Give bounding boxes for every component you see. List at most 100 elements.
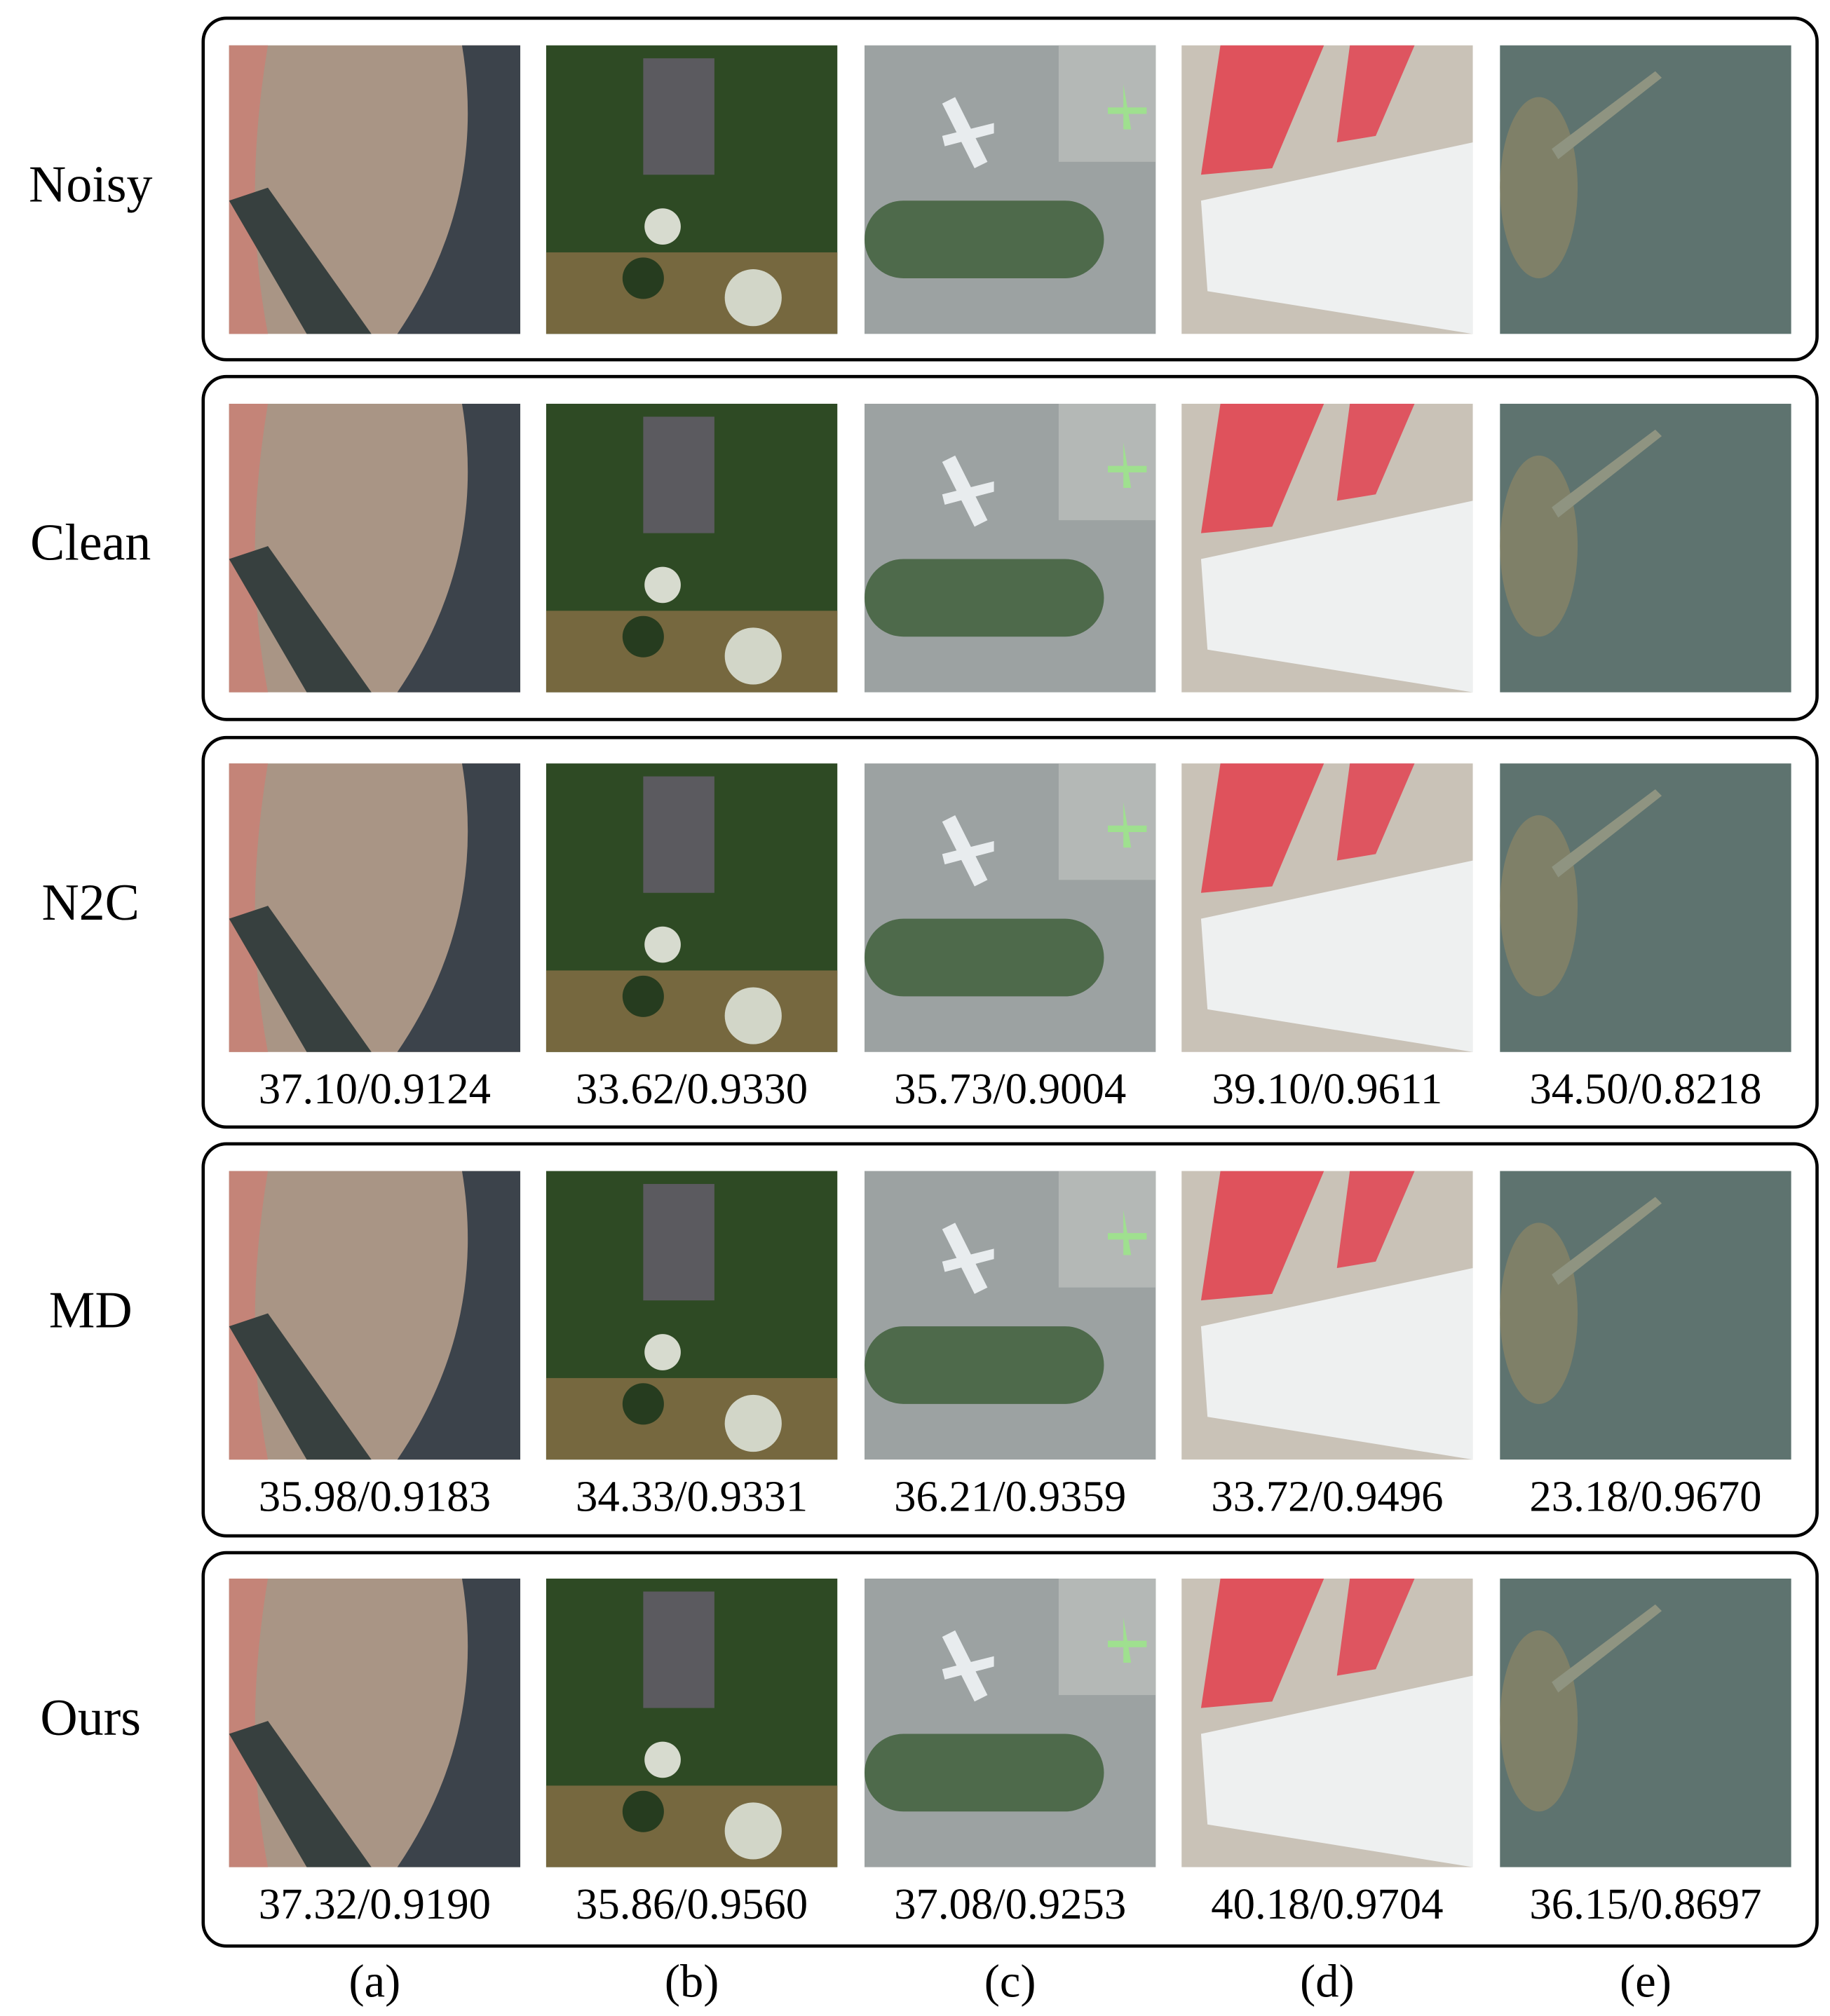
scene-plane bbox=[1108, 84, 1147, 130]
image-thumbnail bbox=[229, 1171, 521, 1460]
scene-tree bbox=[622, 1790, 664, 1832]
column-label: (e) bbox=[1620, 1956, 1672, 2008]
scene-bank bbox=[1552, 429, 1662, 518]
image-thumbnail bbox=[229, 45, 521, 334]
scene-road bbox=[229, 906, 372, 1052]
image-thumbnail bbox=[545, 45, 838, 334]
scene-grass bbox=[865, 918, 1104, 997]
image-thumbnail bbox=[229, 763, 521, 1052]
scene-shadow bbox=[397, 403, 521, 693]
scene-ground bbox=[545, 970, 838, 1052]
scene-patch bbox=[1500, 1222, 1578, 1404]
scene-road bbox=[229, 187, 372, 334]
scene-grass bbox=[865, 559, 1104, 637]
row-panel bbox=[201, 16, 1819, 362]
scene-patch bbox=[1500, 97, 1578, 278]
metric-label: 35.98/0.9183 bbox=[259, 1472, 491, 1521]
image-thumbnail bbox=[865, 45, 1156, 334]
scene-road bbox=[229, 1313, 372, 1460]
row-panel bbox=[201, 374, 1819, 721]
image-thumbnail bbox=[1181, 1579, 1473, 1867]
scene-house bbox=[643, 1184, 714, 1301]
scene-edge bbox=[229, 763, 269, 1052]
image-thumbnail bbox=[229, 403, 521, 693]
image-thumbnail bbox=[1181, 1171, 1473, 1460]
row-label: N2C bbox=[41, 873, 139, 931]
column-label: (a) bbox=[348, 1956, 400, 2008]
scene-ground bbox=[545, 252, 838, 334]
scene-roof bbox=[1200, 763, 1324, 893]
scene-plane bbox=[942, 97, 994, 169]
scene-roof bbox=[1336, 1579, 1415, 1676]
image-thumbnail bbox=[1500, 763, 1791, 1052]
scene-patch bbox=[1500, 815, 1578, 997]
row-panel bbox=[201, 1142, 1819, 1538]
scene-tree bbox=[724, 627, 782, 685]
scene-grass bbox=[865, 200, 1104, 278]
scene-building bbox=[1200, 860, 1473, 1052]
image-thumbnail bbox=[1500, 1579, 1791, 1867]
metric-label: 33.62/0.9330 bbox=[576, 1064, 808, 1113]
metric-label: 37.10/0.9124 bbox=[259, 1064, 491, 1113]
scene-roof bbox=[1200, 403, 1324, 533]
scene-plane bbox=[942, 1222, 994, 1294]
scene-roof bbox=[1336, 1171, 1415, 1269]
row-label: Noisy bbox=[29, 155, 152, 212]
scene-ground bbox=[545, 1785, 838, 1867]
image-thumbnail bbox=[865, 763, 1156, 1052]
column-label: (d) bbox=[1300, 1956, 1354, 2008]
scene-patch bbox=[1500, 455, 1578, 637]
row-label: Clean bbox=[30, 514, 151, 571]
scene-building bbox=[1200, 1268, 1473, 1460]
scene-bank bbox=[1552, 1197, 1662, 1286]
scene-shadow bbox=[397, 763, 521, 1052]
metric-label: 36.15/0.8697 bbox=[1529, 1879, 1761, 1928]
scene-roof bbox=[1336, 45, 1415, 143]
image-thumbnail bbox=[1181, 763, 1473, 1052]
scene-grass bbox=[865, 1326, 1104, 1404]
scene-bank bbox=[1552, 789, 1662, 878]
scene-plane bbox=[1108, 802, 1147, 848]
scene-building bbox=[1200, 142, 1473, 334]
metric-label: 34.50/0.8218 bbox=[1529, 1064, 1761, 1113]
image-thumbnail bbox=[1500, 1171, 1791, 1460]
scene-shadow bbox=[397, 1171, 521, 1460]
scene-house bbox=[643, 1591, 714, 1708]
image-thumbnail bbox=[545, 1171, 838, 1460]
scene-plane bbox=[942, 455, 994, 527]
scene-tree bbox=[724, 269, 782, 327]
scene-apron bbox=[1058, 763, 1156, 880]
scene-tree bbox=[622, 615, 664, 658]
metric-label: 37.32/0.9190 bbox=[259, 1879, 491, 1928]
column-label: (c) bbox=[984, 1956, 1036, 2008]
metric-label: 37.08/0.9253 bbox=[894, 1879, 1126, 1928]
metric-label: 35.73/0.9004 bbox=[894, 1064, 1126, 1113]
scene-shadow bbox=[397, 45, 521, 334]
scene-tree bbox=[724, 987, 782, 1044]
scene-shadow bbox=[397, 1579, 521, 1867]
scene-edge bbox=[229, 1171, 269, 1460]
scene-roof bbox=[1200, 1171, 1324, 1301]
row-panel bbox=[201, 735, 1819, 1129]
column-label: (b) bbox=[665, 1956, 719, 2008]
image-thumbnail bbox=[865, 403, 1156, 693]
scene-plane bbox=[942, 815, 994, 887]
scene-apron bbox=[1058, 45, 1156, 162]
scene-roof bbox=[1336, 403, 1415, 501]
image-thumbnail bbox=[865, 1579, 1156, 1867]
scene-house bbox=[643, 416, 714, 533]
row-label: MD bbox=[49, 1281, 133, 1338]
scene-tree bbox=[644, 208, 681, 245]
scene-edge bbox=[229, 1579, 269, 1867]
scene-bank bbox=[1552, 1604, 1662, 1693]
scene-tree bbox=[644, 1741, 681, 1778]
scene-plane bbox=[942, 1630, 994, 1702]
scene-plane bbox=[1108, 1209, 1147, 1255]
metric-label: 35.86/0.9560 bbox=[576, 1879, 808, 1928]
scene-tree bbox=[724, 1802, 782, 1860]
scene-ground bbox=[545, 1377, 838, 1460]
metric-label: 33.72/0.9496 bbox=[1211, 1472, 1443, 1521]
scene-edge bbox=[229, 403, 269, 693]
image-thumbnail bbox=[1500, 403, 1791, 693]
scene-building bbox=[1200, 500, 1473, 693]
